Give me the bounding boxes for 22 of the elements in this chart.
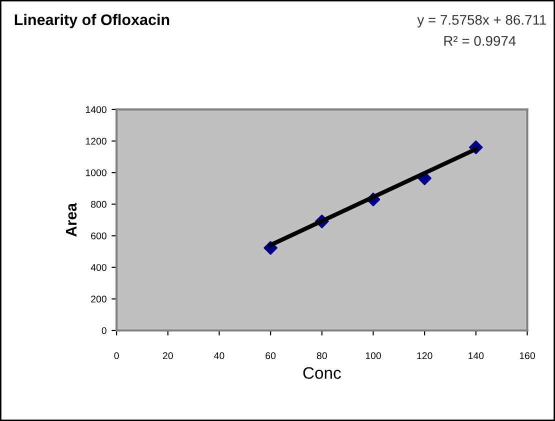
text: y = 7.5758x + 86.711 xyxy=(417,14,546,28)
x-tick-label: 160 xyxy=(520,352,535,360)
y-tick-label: 400 xyxy=(90,264,106,271)
chart-title: Linearity of Ofloxacin xyxy=(14,14,170,28)
y-tick-label: 200 xyxy=(91,296,106,303)
y-tick-label: 0 xyxy=(102,327,106,334)
y-tick-label: 1400 xyxy=(86,106,106,114)
x-tick-label: 40 xyxy=(214,352,224,360)
text: R² = 0.9974 xyxy=(444,36,516,46)
y-tick-label: 600 xyxy=(91,232,106,240)
y-tick-label: 1000 xyxy=(86,169,106,176)
x-tick-label: 80 xyxy=(316,352,327,360)
x-tick-label: 20 xyxy=(162,352,173,360)
x-tick-label: 140 xyxy=(468,352,484,360)
x-tick-label: 60 xyxy=(266,352,276,360)
x-axis-title: Conc xyxy=(303,367,341,379)
x-tick-label: 120 xyxy=(417,352,432,360)
y-tick-label: 800 xyxy=(91,200,106,208)
x-tick-label: 100 xyxy=(366,352,381,360)
x-tick-label: 0 xyxy=(114,352,119,360)
y-tick-label: 1200 xyxy=(86,138,106,145)
y-axis-title: Area xyxy=(66,202,77,237)
